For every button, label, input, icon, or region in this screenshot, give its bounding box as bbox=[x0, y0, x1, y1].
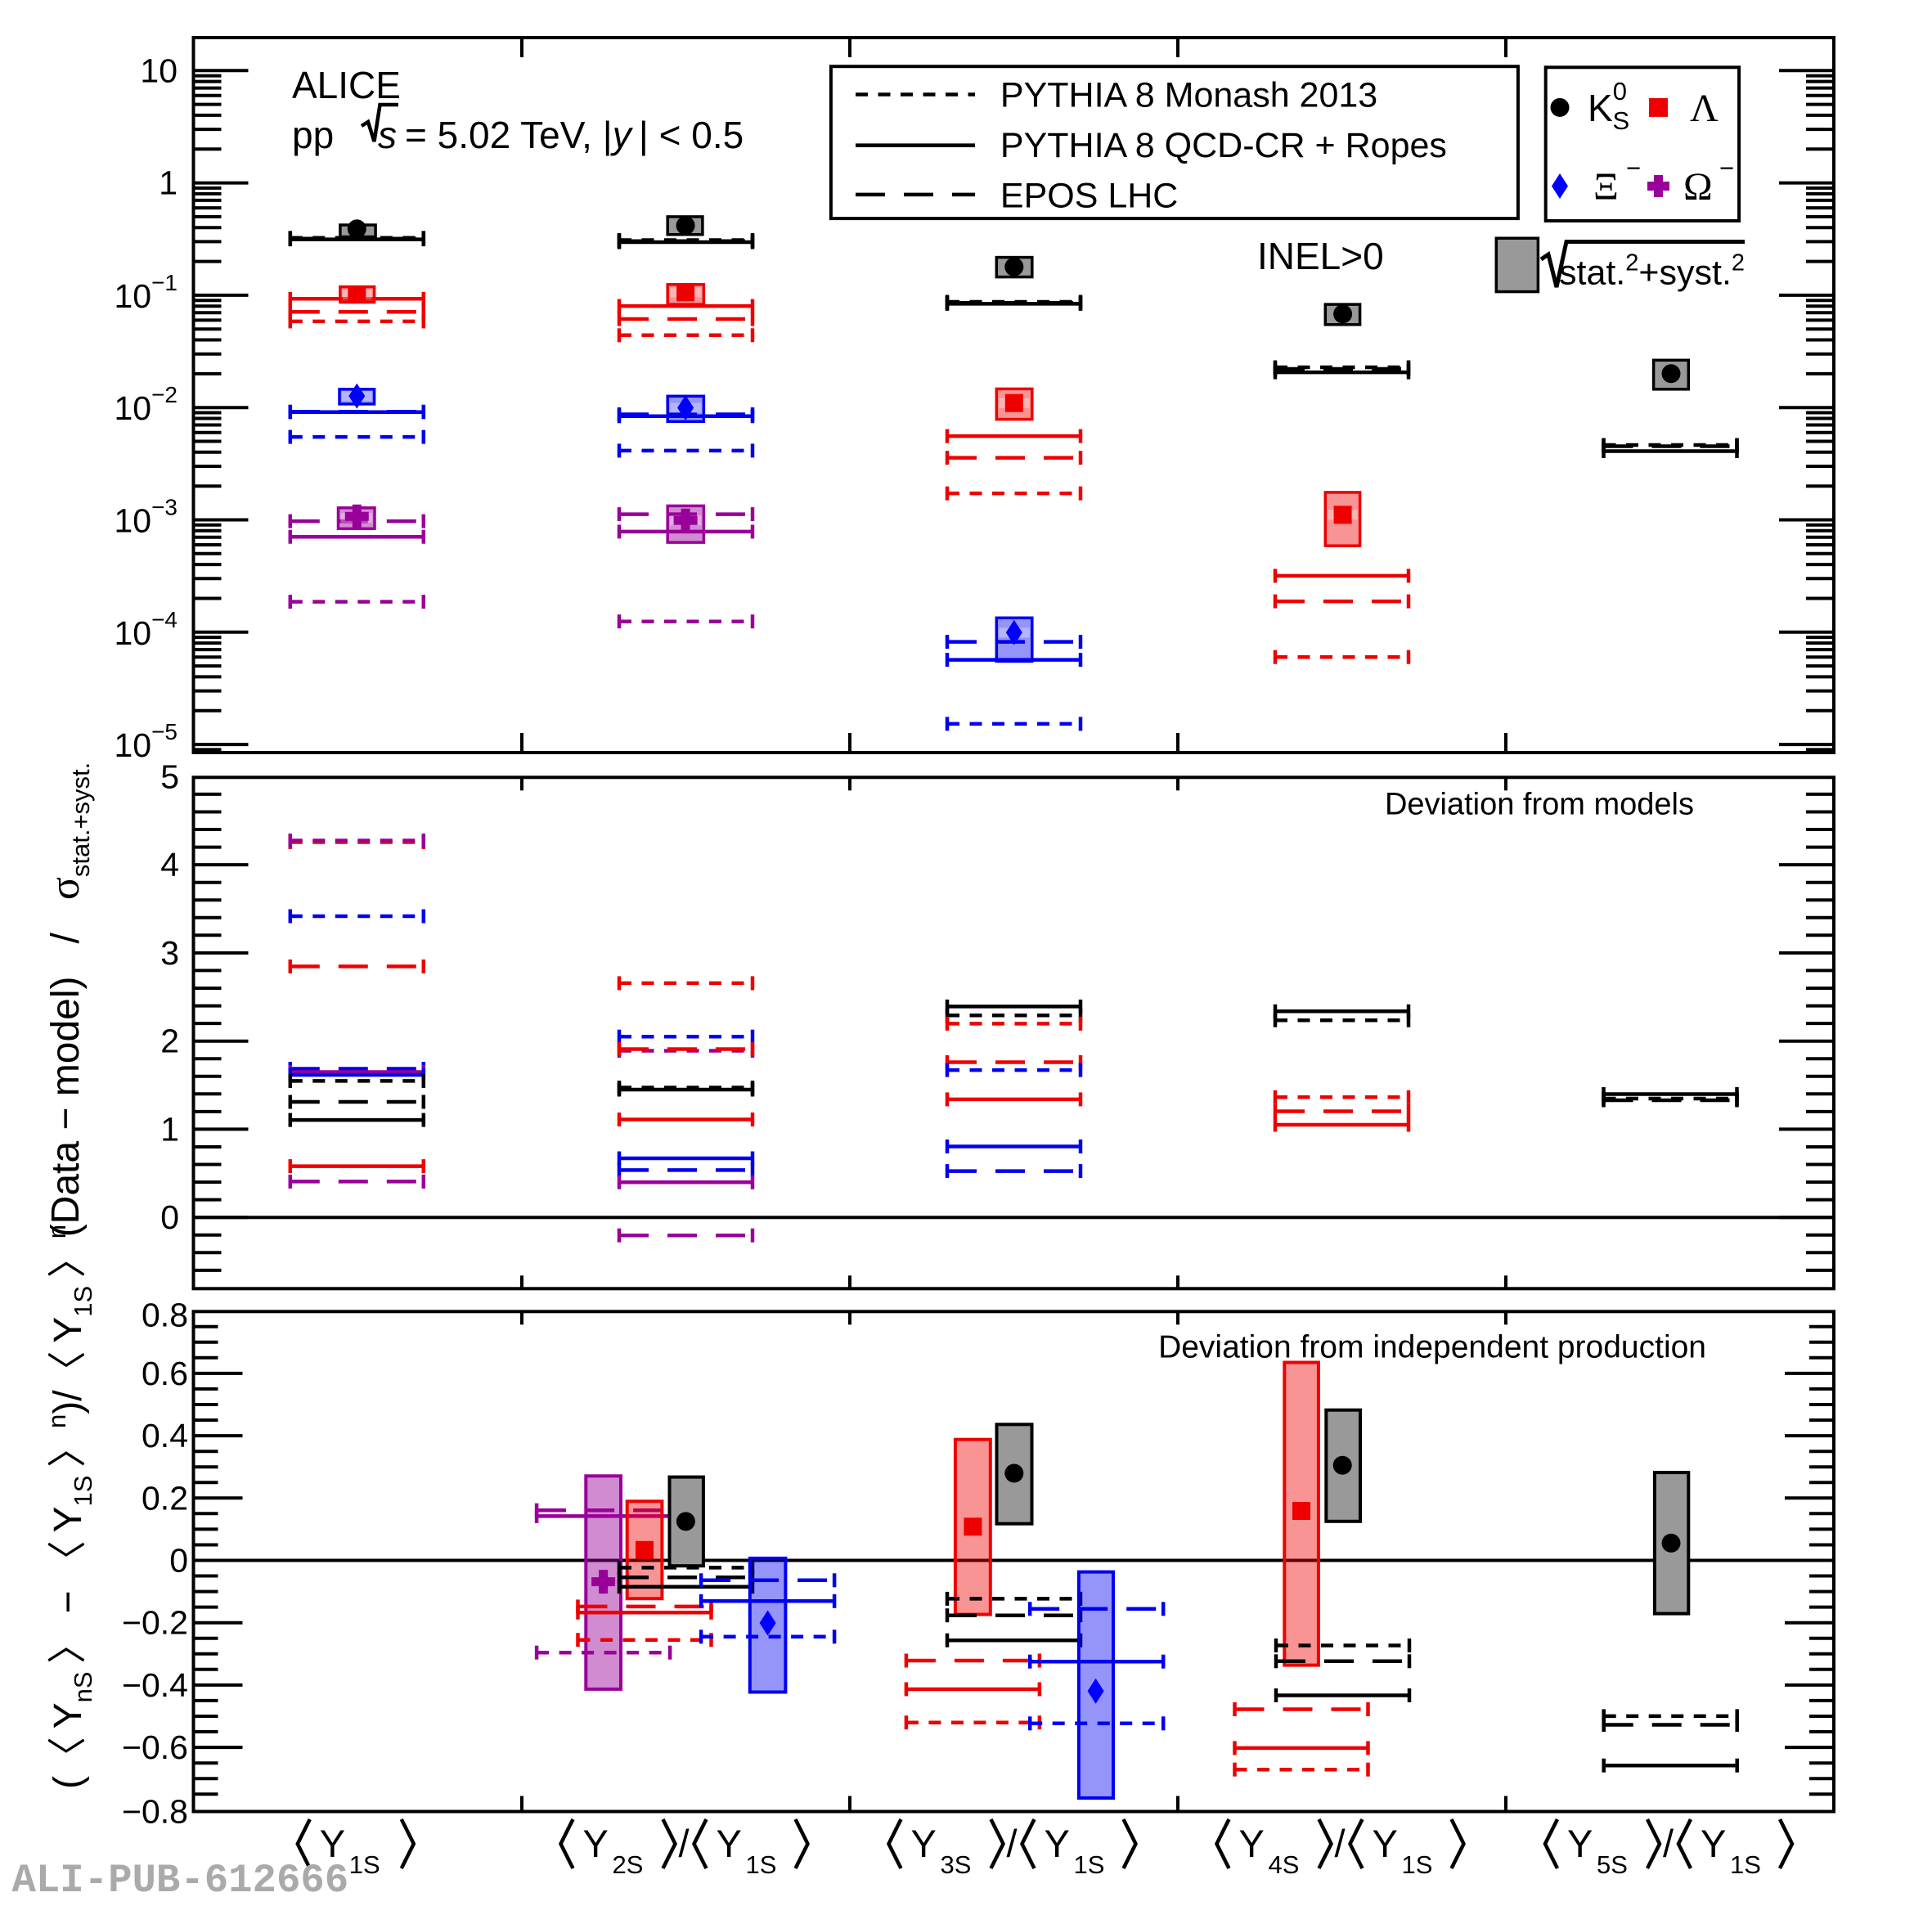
svg-text:/: / bbox=[1663, 1822, 1674, 1865]
svg-text:Y: Y bbox=[1045, 1822, 1070, 1865]
svg-text:1: 1 bbox=[159, 164, 177, 202]
svg-text:1S: 1S bbox=[746, 1850, 777, 1879]
svg-text:Ω: Ω bbox=[1683, 165, 1713, 209]
svg-text:−0.6: −0.6 bbox=[122, 1728, 188, 1766]
svg-text:Y: Y bbox=[717, 1822, 742, 1865]
svg-text:1S: 1S bbox=[349, 1850, 380, 1879]
svg-text:= 5.02 TeV, |y | < 0.5: = 5.02 TeV, |y | < 0.5 bbox=[405, 114, 744, 156]
svg-text:Y: Y bbox=[911, 1822, 937, 1865]
svg-text:/: / bbox=[1007, 1822, 1018, 1865]
svg-text:Ξ: Ξ bbox=[1593, 165, 1619, 209]
svg-text:/: / bbox=[1335, 1822, 1346, 1865]
svg-text:3: 3 bbox=[160, 934, 179, 972]
svg-text:2: 2 bbox=[160, 1023, 179, 1060]
svg-text:INEL>0: INEL>0 bbox=[1257, 235, 1384, 277]
svg-text:0.2: 0.2 bbox=[142, 1479, 188, 1517]
svg-text:−0.8: −0.8 bbox=[122, 1793, 188, 1831]
svg-text:1S: 1S bbox=[1074, 1850, 1105, 1879]
svg-text:ALI-PUB-612666: ALI-PUB-612666 bbox=[12, 1858, 349, 1902]
svg-text:−: − bbox=[1719, 154, 1734, 182]
svg-text:/: / bbox=[679, 1822, 690, 1865]
svg-text:4: 4 bbox=[160, 846, 179, 883]
svg-text:s: s bbox=[378, 114, 397, 156]
svg-text:5S: 5S bbox=[1597, 1850, 1628, 1879]
svg-text:2S: 2S bbox=[613, 1850, 644, 1879]
svg-text:Y: Y bbox=[1567, 1822, 1593, 1865]
svg-text:PYTHIA 8 QCD-CR + Ropes: PYTHIA 8 QCD-CR + Ropes bbox=[1000, 126, 1447, 165]
svg-text:stat.2+syst.2: stat.2+syst.2 bbox=[1559, 250, 1745, 293]
svg-text:1: 1 bbox=[160, 1110, 179, 1148]
svg-text:0: 0 bbox=[160, 1198, 179, 1236]
svg-text:K0S: K0 S bbox=[1588, 77, 1629, 135]
svg-text:Y: Y bbox=[1373, 1822, 1398, 1865]
svg-text:ALICE: ALICE bbox=[292, 64, 401, 106]
svg-text:Y: Y bbox=[583, 1822, 609, 1865]
svg-text:0: 0 bbox=[169, 1542, 188, 1580]
svg-text:1S: 1S bbox=[1730, 1850, 1761, 1879]
svg-text:Λ: Λ bbox=[1690, 87, 1719, 130]
svg-text:pp: pp bbox=[292, 114, 334, 156]
svg-text:(Data − model) / σstat.+sy: (Data − model) / σstat.+syst. bbox=[42, 762, 95, 1238]
svg-text:PYTHIA 8 Monash 2013: PYTHIA 8 Monash 2013 bbox=[1000, 76, 1377, 115]
svg-text:0.4: 0.4 bbox=[142, 1417, 188, 1454]
svg-text:1S: 1S bbox=[1402, 1850, 1433, 1879]
svg-text:Deviation from independent pro: Deviation from independent production bbox=[1158, 1330, 1706, 1365]
svg-text:10: 10 bbox=[140, 52, 177, 89]
svg-text:3S: 3S bbox=[941, 1850, 972, 1879]
svg-text:Deviation from models: Deviation from models bbox=[1385, 787, 1694, 821]
svg-text:−0.4: −0.4 bbox=[122, 1666, 188, 1704]
svg-text:0.8: 0.8 bbox=[142, 1296, 188, 1333]
svg-text:0.6: 0.6 bbox=[142, 1355, 188, 1392]
svg-text:−0.2: −0.2 bbox=[122, 1604, 188, 1642]
svg-text:10−2: 10−2 bbox=[114, 382, 177, 427]
svg-text:Y: Y bbox=[1239, 1822, 1265, 1865]
svg-text:Y: Y bbox=[1701, 1822, 1726, 1865]
svg-text:5: 5 bbox=[160, 757, 179, 795]
svg-text:EPOS LHC: EPOS LHC bbox=[1000, 176, 1178, 215]
svg-text:Y: Y bbox=[320, 1822, 345, 1865]
svg-text:−: − bbox=[1626, 154, 1641, 182]
svg-text:4S: 4S bbox=[1269, 1850, 1300, 1879]
